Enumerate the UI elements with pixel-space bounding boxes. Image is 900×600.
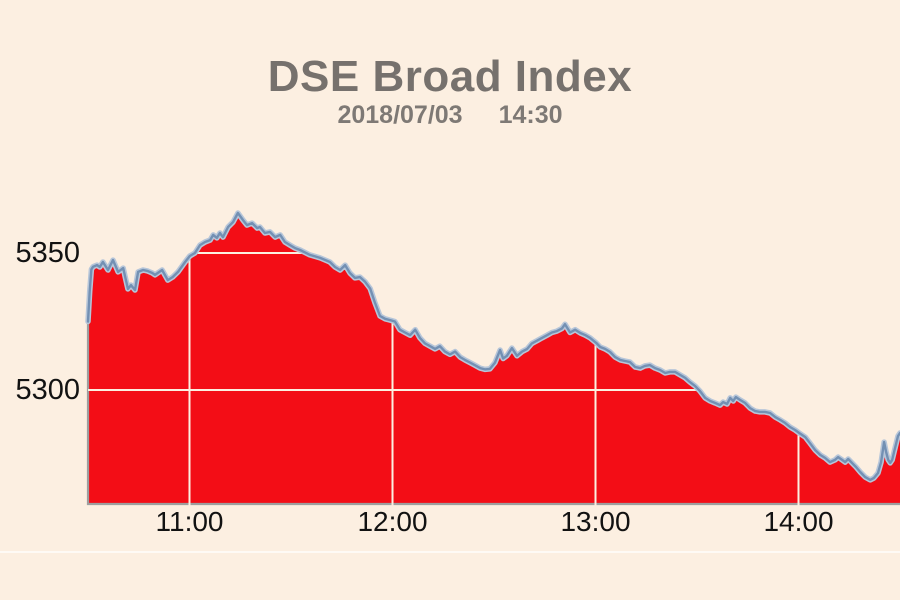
x-axis-label: 13:00 xyxy=(560,506,631,537)
chart-subtitle: 2018/07/03 14:30 xyxy=(0,101,900,130)
x-axis-label: 12:00 xyxy=(357,506,428,537)
y-axis-label: 5350 xyxy=(15,237,80,269)
x-axis-label: 14:00 xyxy=(763,506,834,537)
chart-subtitle-time: 14:30 xyxy=(498,101,563,129)
x-axis-label: 11:00 xyxy=(155,506,224,537)
plot-axis-line xyxy=(86,321,900,506)
chart-title: DSE Broad Index xyxy=(267,52,633,101)
y-axis-label: 5300 xyxy=(15,374,80,406)
footer-separator xyxy=(0,551,900,553)
price-area-fill xyxy=(88,213,900,504)
price-line xyxy=(86,211,900,482)
chart-subtitle-date: 2018/07/03 xyxy=(337,101,463,129)
